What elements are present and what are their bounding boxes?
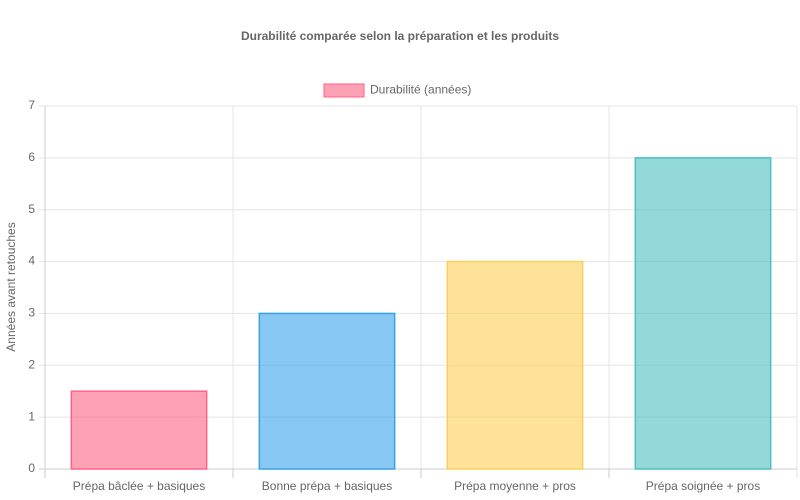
y-axis-label: Années avant retouches (4, 222, 18, 351)
y-tick-label: 4 (28, 254, 35, 268)
bar (70, 390, 208, 470)
x-tick-label: Prépa bâclée + basiques (73, 479, 205, 493)
bar (258, 312, 396, 470)
y-tick-label: 3 (28, 306, 35, 320)
x-tick-label: Prépa soignée + pros (646, 479, 760, 493)
y-tick-label: 5 (28, 202, 35, 216)
legend-label: Durabilité (années) (370, 83, 471, 97)
y-tick-label: 7 (28, 98, 35, 112)
legend-swatch (323, 83, 365, 98)
x-tick-label: Bonne prépa + basiques (262, 479, 392, 493)
y-tick-label: 2 (28, 357, 35, 371)
chart-title: Durabilité comparée selon la préparation… (241, 29, 559, 43)
y-tick-label: 0 (28, 461, 35, 475)
x-tick-label: Prépa moyenne + pros (454, 479, 576, 493)
y-tick-label: 6 (28, 150, 35, 164)
bar (634, 157, 772, 470)
y-tick-label: 1 (28, 409, 35, 423)
bar (446, 260, 584, 470)
